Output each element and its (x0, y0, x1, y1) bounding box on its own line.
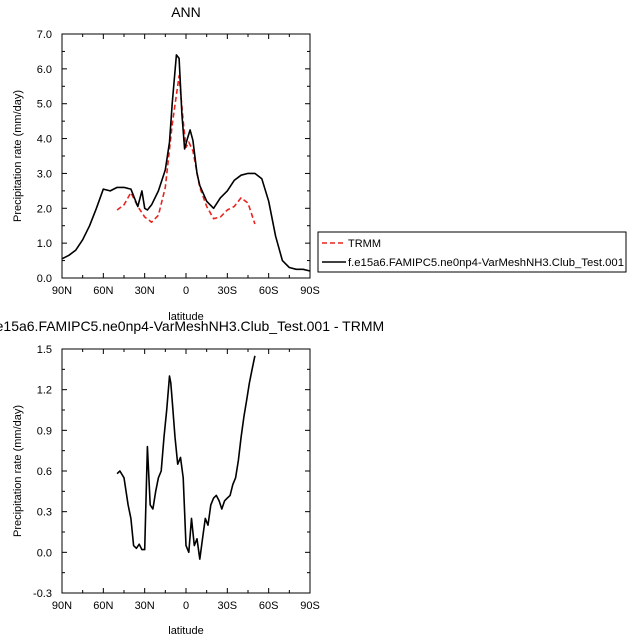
series-layer (61, 54, 311, 272)
chart-difference: f.e15a6.FAMIPC5.ne0np4-VarMeshNH3.Club_T… (0, 318, 384, 637)
series-layer (116, 355, 256, 560)
x-tick-label: 90S (300, 600, 320, 612)
x-tick-label: 30N (135, 600, 155, 612)
y-tick-label: 7.0 (37, 29, 52, 41)
axis-ticks: 90N 60N 30N 0 30S 60S 90S -0.3 0.0 0.3 0.6 0.9 1.2 1.… (33, 344, 320, 612)
y-tick-label: -0.3 (33, 588, 52, 600)
x-tick-label: 60N (93, 600, 113, 612)
y-tick-label: 2.0 (37, 203, 52, 215)
legend-label-trmm: TRMM (348, 238, 381, 250)
legend: TRMM f.e15a6.FAMIPC5.ne0np4-VarMeshNH3.C… (317, 231, 627, 273)
y-tick-label: 0.0 (37, 273, 52, 285)
x-axis-label: latitude (168, 625, 203, 637)
x-tick-label: 0 (183, 600, 189, 612)
y-tick-label: 1.0 (37, 238, 52, 250)
x-tick-label: 30N (135, 285, 155, 297)
y-tick-label: 1.5 (37, 344, 52, 356)
chart-title: ANN (171, 4, 201, 20)
chart-annual-mean: ANN 90N 60N 30N 0 30S 60S 90S 0.0 1.0 2.0 3.0 4.0 5.… (12, 4, 320, 323)
plot-frame (61, 33, 311, 279)
y-tick-label: 0.9 (37, 425, 52, 437)
y-tick-label: 0.6 (37, 466, 52, 478)
y-tick-label: 0.0 (37, 547, 52, 559)
legend-label-model: f.e15a6.FAMIPC5.ne0np4-VarMeshNH3.Club_T… (348, 257, 624, 269)
x-tick-label: 90N (52, 285, 72, 297)
axis-ticks: 90N 60N 30N 0 30S 60S 90S 0.0 1.0 2.0 3.0 4.0 5.0 6.0… (37, 29, 320, 297)
series-line-1 (61, 54, 311, 272)
y-tick-label: 0.3 (37, 507, 52, 519)
x-tick-label: 90S (300, 285, 320, 297)
series-line-0 (116, 355, 256, 560)
y-axis-label: Precipitation rate (mm/day) (12, 405, 24, 537)
plot-frame (61, 348, 311, 594)
x-tick-label: 60S (259, 600, 279, 612)
x-tick-label: 30S (218, 285, 238, 297)
y-tick-label: 1.2 (37, 385, 52, 397)
x-tick-label: 30S (218, 600, 238, 612)
y-tick-label: 6.0 (37, 64, 52, 76)
x-tick-label: 60N (93, 285, 113, 297)
x-tick-label: 60S (259, 285, 279, 297)
x-tick-label: 0 (183, 285, 189, 297)
x-tick-label: 90N (52, 600, 72, 612)
y-tick-label: 4.0 (37, 134, 52, 146)
y-tick-label: 3.0 (37, 168, 52, 180)
chart-title: f.e15a6.FAMIPC5.ne0np4-VarMeshNH3.Club_T… (0, 318, 384, 334)
series-line-0 (116, 75, 256, 225)
y-axis-label: Precipitation rate (mm/day) (12, 90, 24, 222)
y-tick-label: 5.0 (37, 99, 52, 111)
legend-box (317, 231, 627, 273)
x-axis-label: latitude (168, 311, 203, 323)
